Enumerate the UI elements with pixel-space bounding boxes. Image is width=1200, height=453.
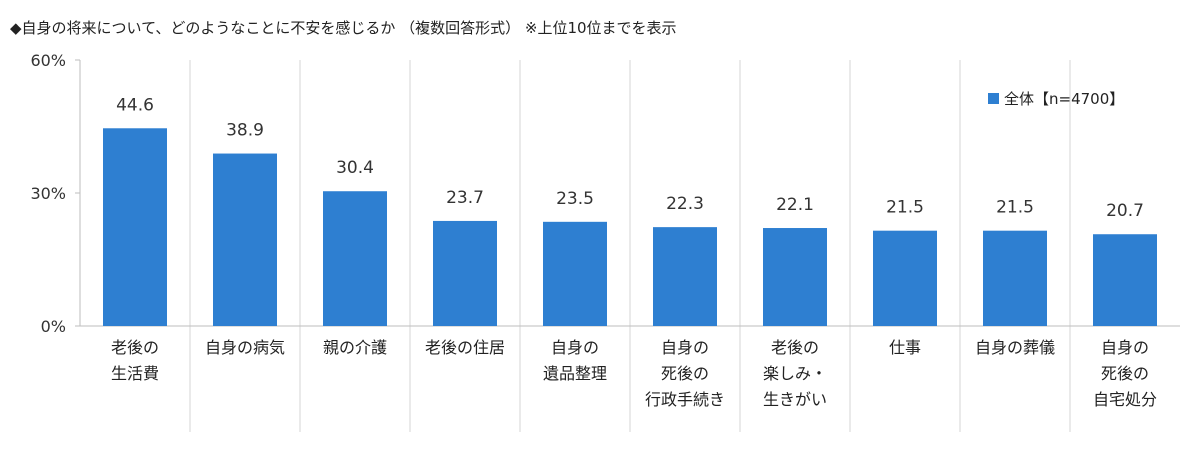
y-tick-label: 30%	[30, 184, 66, 203]
bar	[543, 221, 607, 326]
bar	[983, 230, 1047, 326]
value-label: 20.7	[1106, 201, 1144, 221]
category-label: 自身の葬儀	[975, 338, 1055, 357]
value-label: 38.9	[226, 121, 264, 141]
y-axis-ticks: 0% 30% 60%	[30, 51, 80, 336]
legend: 全体【n=4700】	[988, 90, 1124, 108]
bar	[323, 191, 387, 326]
value-label: 30.4	[336, 158, 374, 178]
value-label: 23.7	[446, 188, 484, 208]
category-label: 親の介護	[323, 338, 387, 357]
legend-swatch	[988, 93, 999, 104]
category-grid	[189, 60, 1071, 432]
value-label: 21.5	[886, 198, 924, 218]
value-labels: 44.6 38.9 30.4 23.7 23.5 22.3 22.1 21.5 21.5 20.7	[116, 95, 1144, 221]
bar	[213, 153, 277, 326]
value-label: 22.3	[666, 194, 704, 214]
bar	[103, 128, 167, 326]
category-label: 自身の死後の自宅処分	[1093, 338, 1157, 409]
category-label: 老後の楽しみ・生きがい	[763, 338, 827, 409]
bars	[103, 128, 1157, 326]
value-label: 22.1	[776, 195, 814, 215]
category-label: 自身の病気	[205, 338, 285, 357]
x-axis-categories: 老後の生活費 自身の病気 親の介護 老後の住居 自身の遺品整理自身の死後の行政手続き老後…	[111, 338, 1157, 409]
y-tick-label: 0%	[41, 317, 66, 336]
value-label: 44.6	[116, 95, 154, 115]
y-tick-label: 60%	[30, 51, 66, 70]
value-label: 21.5	[996, 198, 1034, 218]
category-label: 老後の生活費	[111, 338, 159, 383]
bar	[433, 220, 497, 326]
value-label: 23.5	[556, 189, 594, 209]
bar	[653, 227, 717, 326]
bar	[873, 230, 937, 326]
chart-title: ◆自身の将来について、どのようなことに不安を感じるか （複数回答形式） ※上位1…	[10, 19, 677, 37]
category-label: 老後の住居	[425, 338, 505, 357]
legend-label: 全体【n=4700】	[1004, 90, 1124, 108]
category-label: 自身の死後の行政手続き	[645, 338, 725, 409]
category-label: 仕事	[889, 338, 921, 357]
category-label: 自身の遺品整理	[543, 338, 607, 383]
bar	[763, 228, 827, 326]
bar	[1093, 234, 1157, 326]
